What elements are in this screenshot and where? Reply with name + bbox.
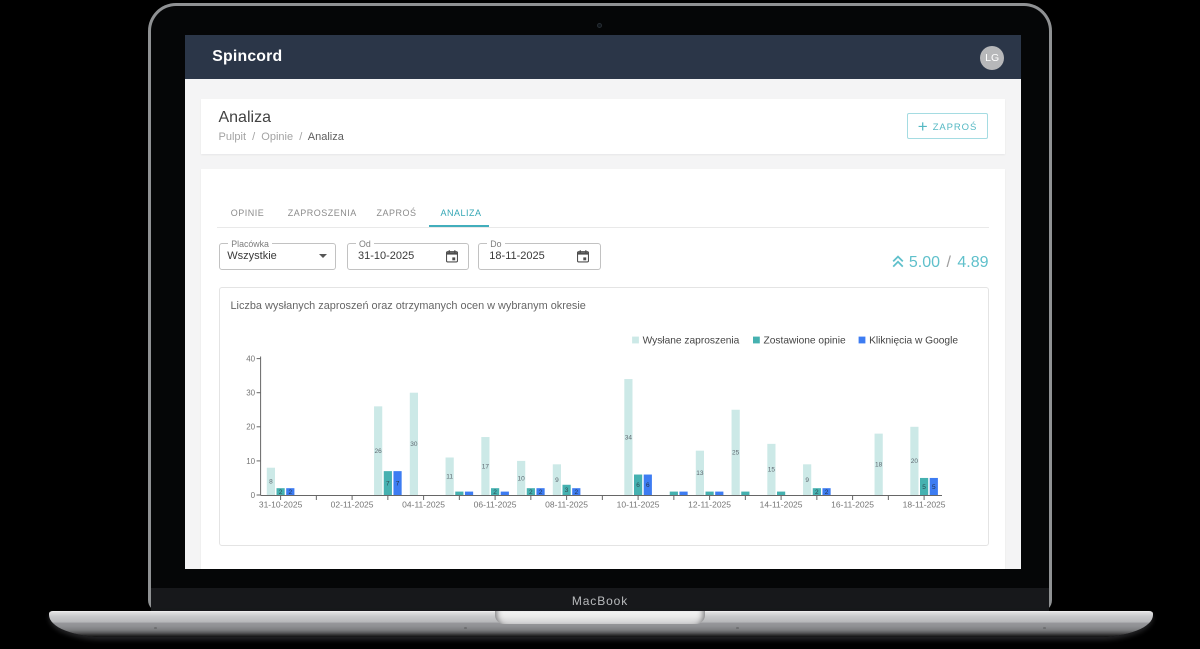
svg-text:Wysłane zaproszenia: Wysłane zaproszenia bbox=[642, 336, 739, 347]
svg-text:20: 20 bbox=[246, 423, 255, 432]
svg-text:10: 10 bbox=[517, 475, 525, 482]
svg-text:12-11-2025: 12-11-2025 bbox=[688, 499, 731, 509]
svg-text:9: 9 bbox=[555, 477, 559, 484]
svg-text:6: 6 bbox=[636, 482, 640, 489]
svg-text:Kliknięcia w Google: Kliknięcia w Google bbox=[869, 336, 958, 347]
svg-text:Zostawione opinie: Zostawione opinie bbox=[763, 336, 845, 347]
svg-text:18: 18 bbox=[875, 462, 883, 469]
svg-text:Liczba wysłanych zaproszeń ora: Liczba wysłanych zaproszeń oraz otrzyman… bbox=[230, 300, 585, 312]
svg-text:0: 0 bbox=[251, 491, 256, 500]
svg-text:26: 26 bbox=[374, 448, 382, 455]
svg-text:02-11-2025: 02-11-2025 bbox=[331, 499, 374, 509]
svg-text:3: 3 bbox=[565, 487, 569, 494]
svg-text:10: 10 bbox=[246, 457, 255, 466]
svg-text:30: 30 bbox=[246, 389, 255, 398]
svg-text:30: 30 bbox=[410, 441, 418, 448]
svg-text:9: 9 bbox=[805, 477, 809, 484]
svg-text:2: 2 bbox=[574, 489, 578, 496]
svg-text:40: 40 bbox=[246, 354, 255, 363]
svg-text:2: 2 bbox=[825, 489, 829, 496]
svg-text:14-11-2025: 14-11-2025 bbox=[760, 499, 803, 509]
svg-text:04-11-2025: 04-11-2025 bbox=[402, 499, 445, 509]
svg-text:2: 2 bbox=[288, 489, 292, 496]
svg-text:6: 6 bbox=[646, 482, 650, 489]
svg-text:17: 17 bbox=[482, 463, 490, 470]
svg-text:06-11-2025: 06-11-2025 bbox=[474, 499, 517, 509]
svg-text:2: 2 bbox=[493, 489, 497, 496]
svg-text:13: 13 bbox=[696, 470, 704, 477]
svg-text:08-11-2025: 08-11-2025 bbox=[545, 499, 588, 509]
svg-text:2: 2 bbox=[539, 489, 543, 496]
svg-text:5: 5 bbox=[922, 484, 926, 491]
svg-text:10-11-2025: 10-11-2025 bbox=[617, 499, 660, 509]
svg-text:2: 2 bbox=[529, 489, 533, 496]
svg-text:16-11-2025: 16-11-2025 bbox=[831, 499, 874, 509]
svg-text:2: 2 bbox=[279, 489, 283, 496]
svg-text:15: 15 bbox=[768, 467, 776, 474]
svg-text:25: 25 bbox=[732, 450, 740, 457]
svg-text:31-10-2025: 31-10-2025 bbox=[259, 499, 303, 509]
svg-text:2: 2 bbox=[815, 489, 819, 496]
svg-text:5: 5 bbox=[932, 484, 936, 491]
svg-text:7: 7 bbox=[396, 480, 400, 487]
svg-text:34: 34 bbox=[625, 434, 633, 441]
svg-text:8: 8 bbox=[269, 479, 273, 486]
svg-text:7: 7 bbox=[386, 480, 390, 487]
svg-text:11: 11 bbox=[446, 474, 453, 481]
svg-text:18-11-2025: 18-11-2025 bbox=[903, 499, 946, 509]
svg-text:20: 20 bbox=[911, 458, 919, 465]
